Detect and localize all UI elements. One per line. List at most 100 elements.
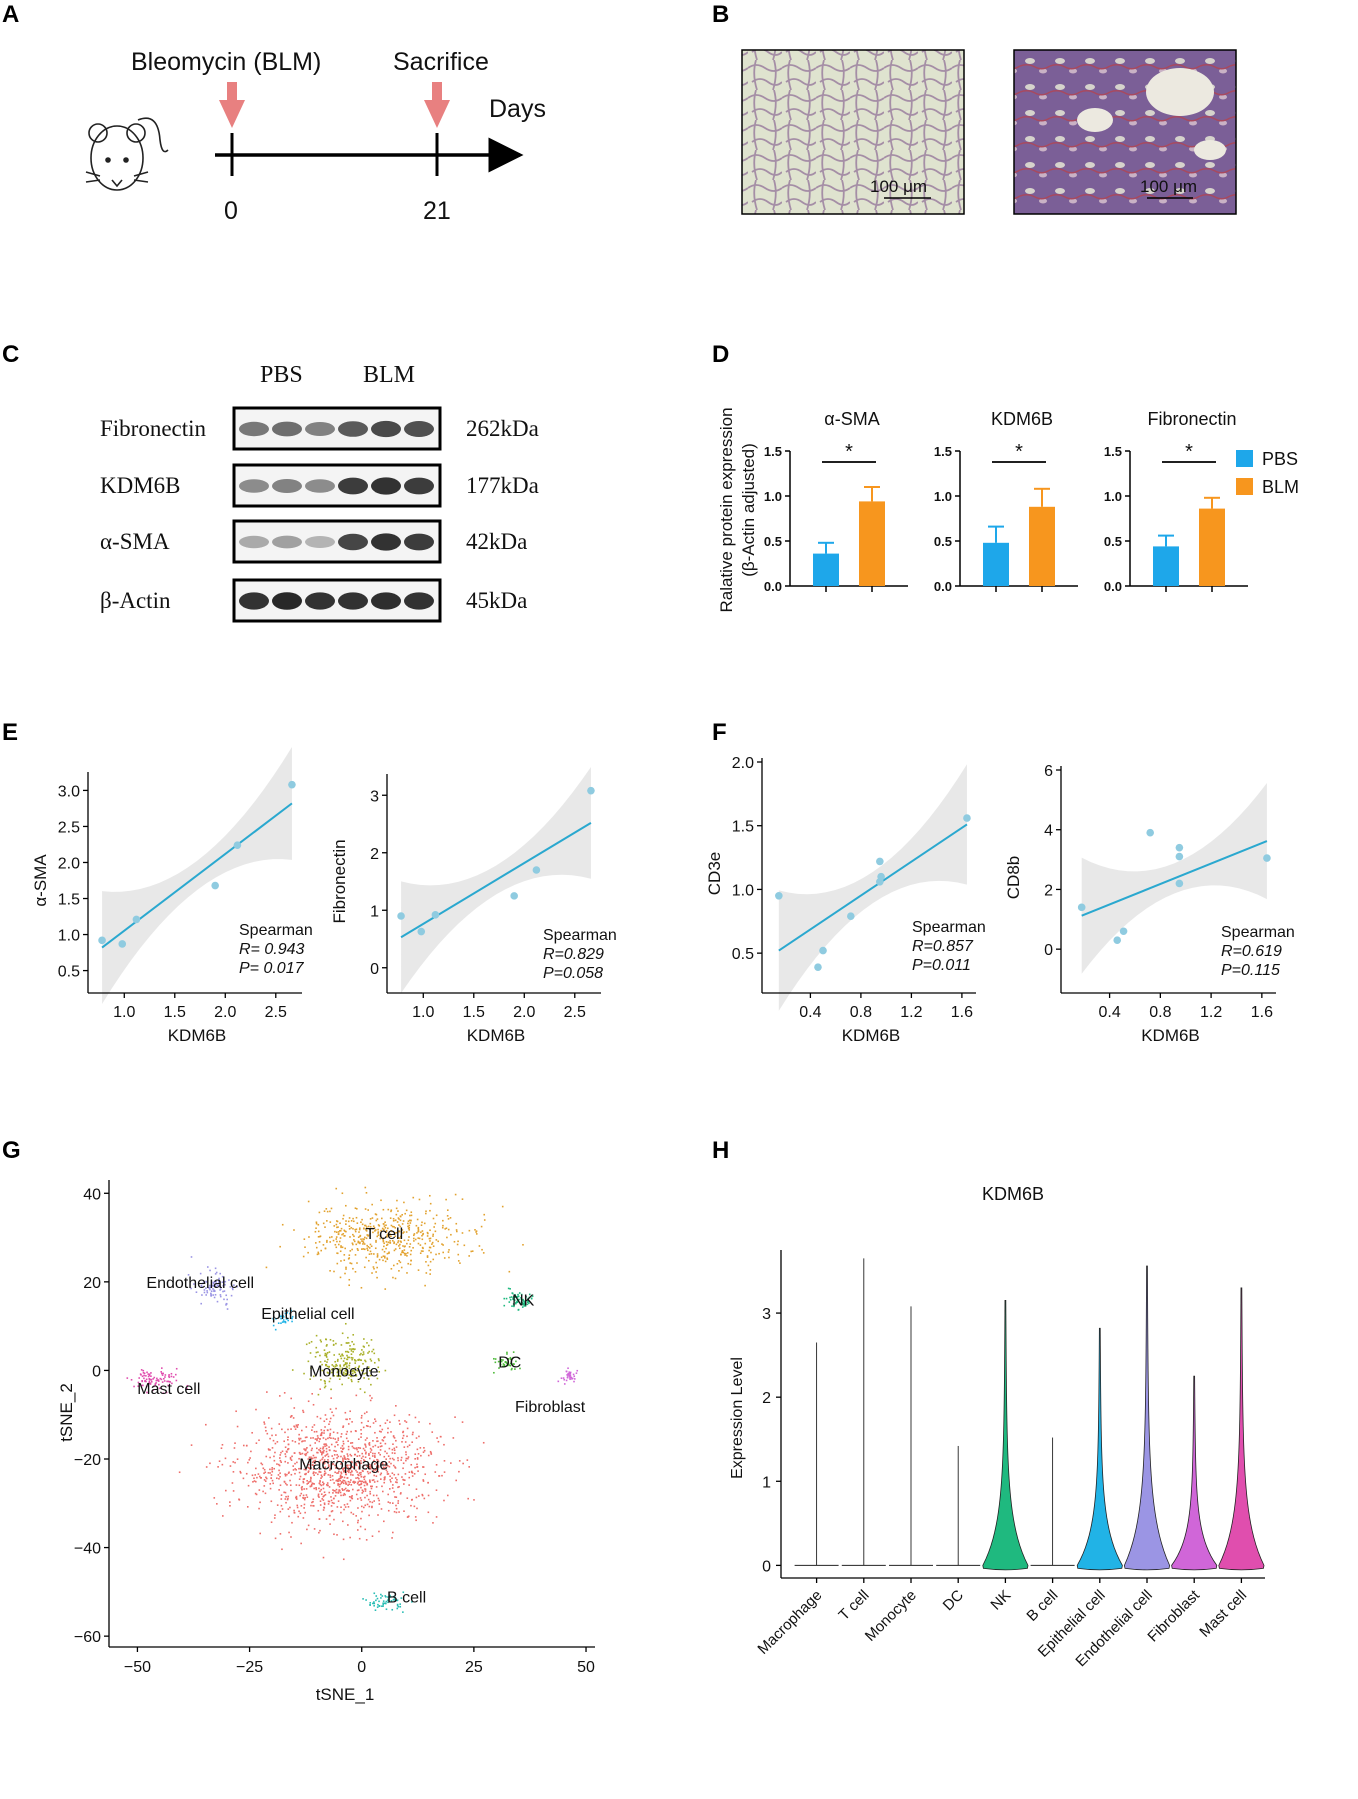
cell-point <box>359 1525 362 1528</box>
cell-point <box>373 1592 376 1595</box>
cell-point <box>266 1432 269 1435</box>
cell-point <box>353 1240 356 1243</box>
cell-point <box>361 1353 364 1356</box>
cell-point <box>524 1301 526 1303</box>
cell-point <box>501 1205 504 1208</box>
cell-point <box>435 1214 438 1217</box>
cell-point <box>341 1246 344 1249</box>
cell-point <box>416 1448 419 1451</box>
cell-point <box>157 1379 160 1381</box>
cell-point <box>350 1262 353 1265</box>
cell-point <box>351 1442 354 1444</box>
cell-point <box>342 1442 345 1445</box>
cell-point <box>267 1472 270 1474</box>
cell-point <box>323 1386 326 1389</box>
cell-point <box>126 1377 129 1379</box>
cluster-label-mast-cell: Mast cell <box>137 1381 200 1398</box>
cell-point <box>375 1239 377 1242</box>
cell-point <box>457 1240 459 1243</box>
cell-point <box>335 1223 338 1226</box>
cell-point <box>366 1437 368 1439</box>
cell-point <box>335 1246 338 1249</box>
cell-point <box>342 1426 344 1429</box>
cell-point <box>271 1434 273 1437</box>
cell-point <box>387 1599 389 1601</box>
cell-point <box>138 1377 141 1379</box>
cell-point <box>396 1221 399 1223</box>
cell-point <box>387 1208 390 1211</box>
cell-point <box>405 1209 408 1212</box>
cell-point <box>391 1457 394 1460</box>
cell-point <box>174 1373 177 1376</box>
x-tick-label: 50 <box>577 1659 595 1676</box>
cell-point <box>367 1246 370 1248</box>
scale-bar-label-right: 100 μm <box>1140 177 1197 196</box>
cell-point <box>429 1450 432 1453</box>
cell-point <box>369 1451 372 1453</box>
legend-swatch-blm <box>1236 478 1253 495</box>
cell-point <box>234 1442 236 1444</box>
cell-point <box>348 1489 350 1492</box>
cell-point <box>391 1537 393 1539</box>
cell-point <box>408 1476 411 1479</box>
cell-point <box>494 1361 497 1364</box>
cell-point <box>322 1447 324 1450</box>
data-point <box>417 927 426 936</box>
cell-point <box>369 1493 372 1495</box>
cell-point <box>338 1375 341 1377</box>
cell-point <box>340 1344 343 1346</box>
cell-point <box>213 1290 215 1293</box>
cell-point <box>345 1230 347 1233</box>
cell-point <box>349 1453 352 1456</box>
cell-point <box>201 1282 204 1285</box>
cell-point <box>378 1600 380 1603</box>
cell-point <box>293 1511 296 1514</box>
cell-point <box>347 1480 350 1483</box>
cell-point <box>280 1322 282 1325</box>
cell-point <box>375 1494 378 1497</box>
legend-label-pbs: PBS <box>1262 449 1298 469</box>
cell-point <box>399 1603 401 1605</box>
cell-point <box>339 1474 342 1477</box>
cell-point <box>323 1429 325 1432</box>
cell-point <box>366 1247 368 1250</box>
cell-point <box>531 1295 534 1297</box>
cell-point <box>370 1245 373 1248</box>
x-axis-label: KDM6B <box>467 1026 526 1045</box>
cell-point <box>346 1470 349 1473</box>
cell-point <box>271 1447 274 1449</box>
cell-point <box>311 1464 314 1466</box>
cell-point <box>278 1314 281 1316</box>
cell-point <box>295 1469 297 1471</box>
cell-point <box>339 1229 342 1232</box>
cell-point <box>350 1466 353 1469</box>
cell-point <box>304 1246 306 1248</box>
cell-point <box>288 1531 290 1534</box>
cell-point <box>454 1416 456 1418</box>
cell-point <box>344 1230 346 1233</box>
cell-point <box>333 1533 335 1536</box>
cell-point <box>168 1375 170 1378</box>
cell-point <box>351 1248 353 1251</box>
cell-point <box>295 1424 298 1427</box>
blot-band <box>305 536 335 548</box>
label-bleomycin: Bleomycin (BLM) <box>131 48 321 76</box>
cell-point <box>273 1467 275 1470</box>
blot-band <box>338 592 368 610</box>
cell-point <box>303 1238 306 1240</box>
cell-point <box>443 1443 445 1446</box>
cell-point <box>422 1479 425 1481</box>
cell-point <box>307 1463 310 1466</box>
data-point <box>587 786 595 795</box>
cell-point <box>372 1266 375 1268</box>
cell-point <box>386 1236 388 1238</box>
cell-point <box>337 1444 339 1446</box>
cell-point <box>318 1449 320 1451</box>
cell-point <box>410 1249 413 1252</box>
cell-point <box>424 1284 426 1287</box>
cell-point <box>394 1599 396 1601</box>
cell-point <box>399 1423 401 1425</box>
cell-point <box>203 1291 206 1294</box>
cell-point <box>431 1243 433 1245</box>
cell-point <box>355 1207 358 1210</box>
